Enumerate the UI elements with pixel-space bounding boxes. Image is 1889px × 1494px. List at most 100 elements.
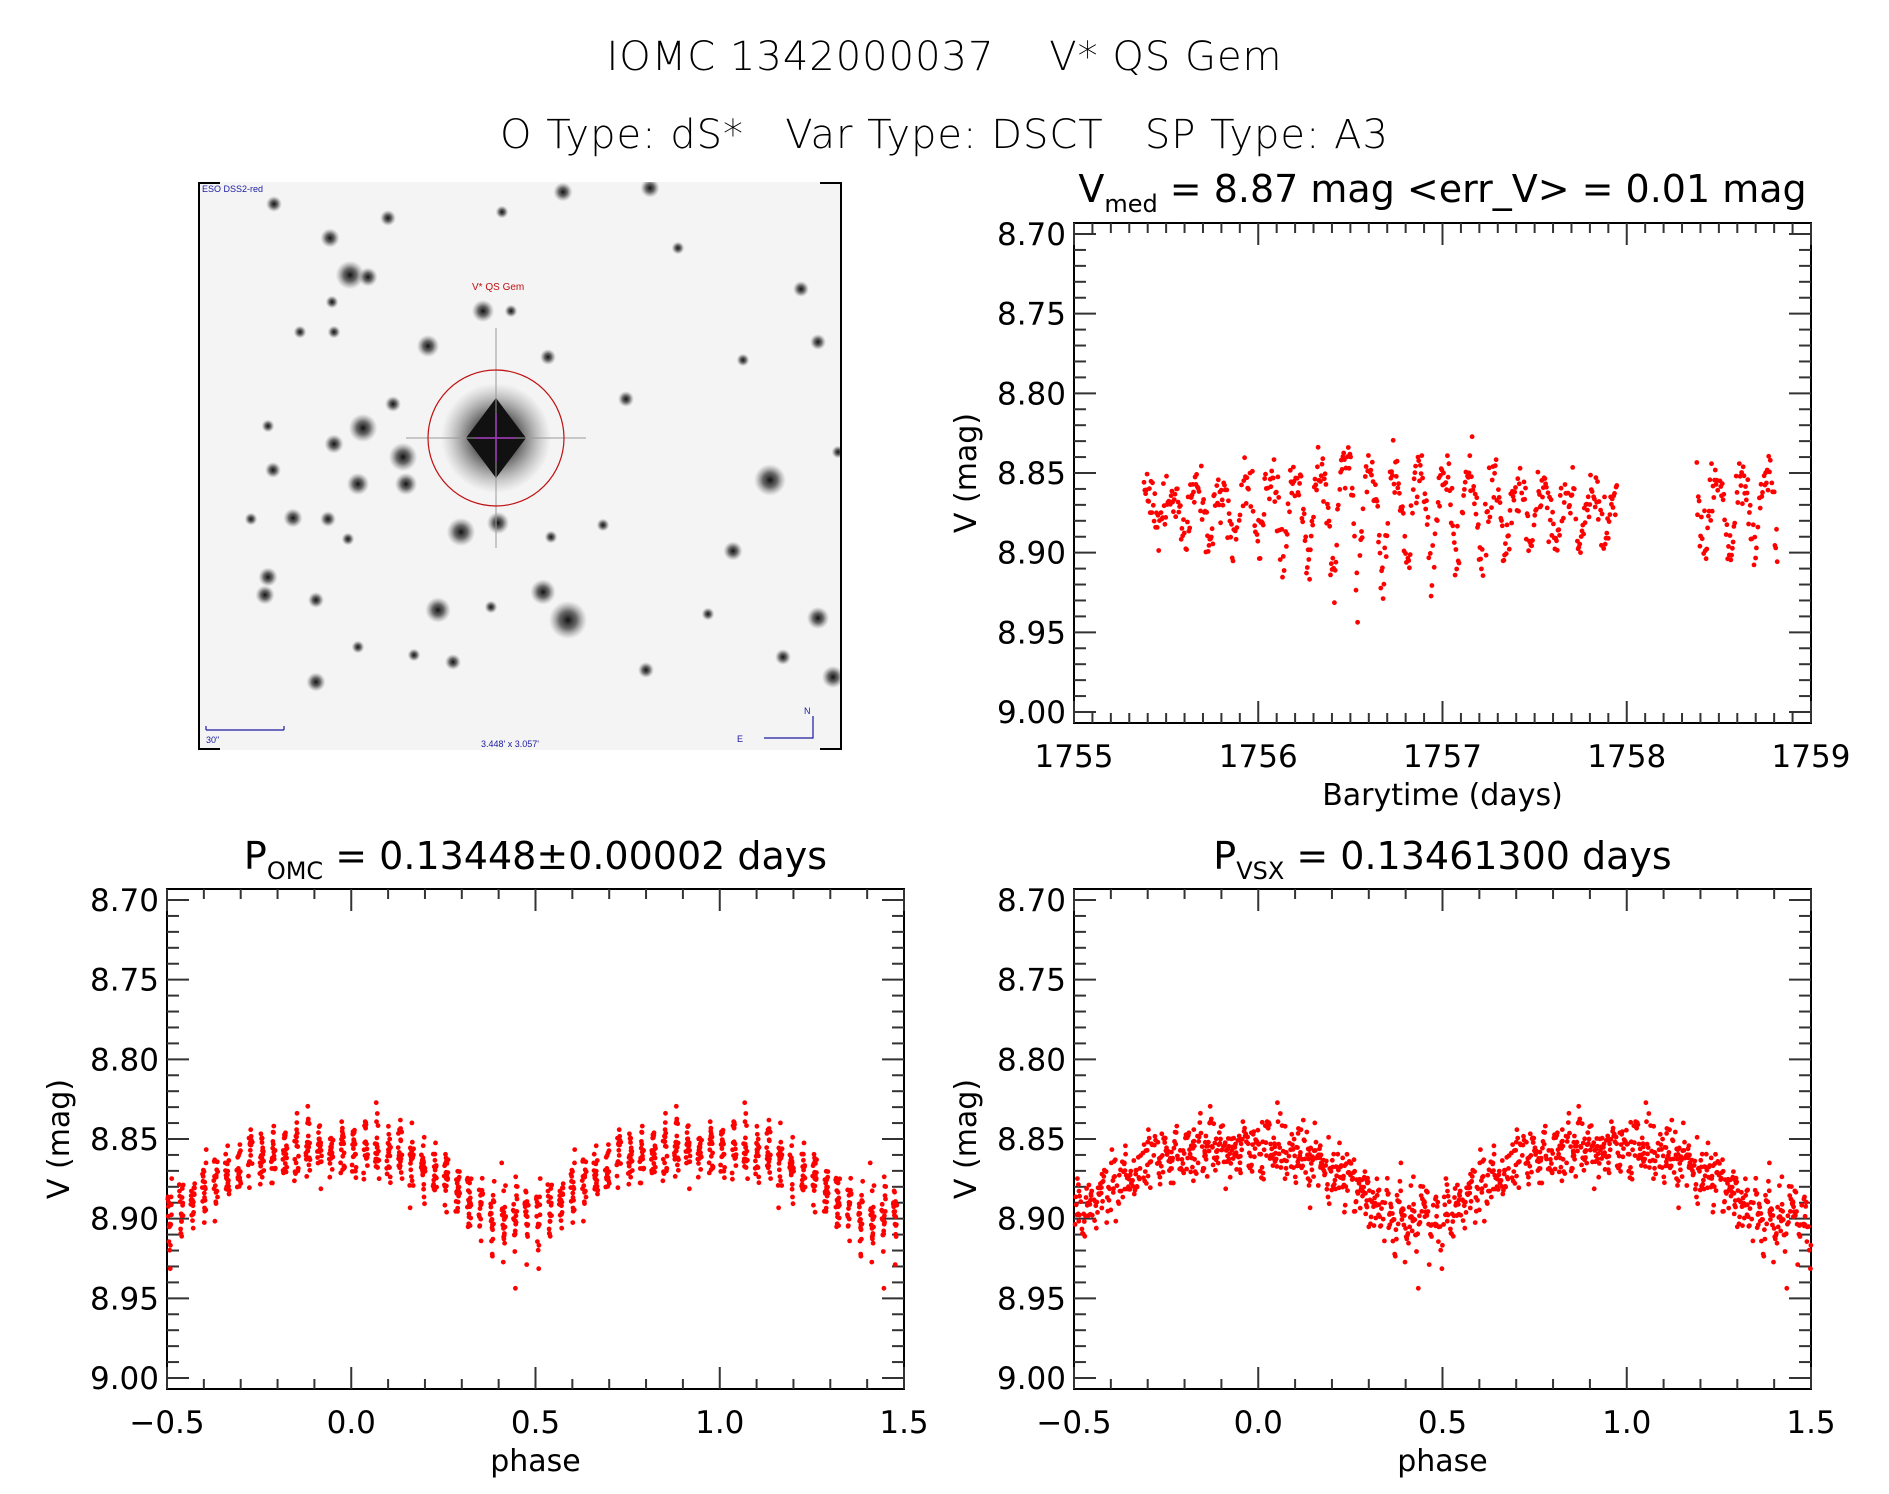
data-point — [1308, 533, 1314, 539]
data-point — [328, 1146, 334, 1152]
data-point — [1526, 548, 1531, 554]
data-point — [1329, 1187, 1335, 1193]
data-point — [1735, 1188, 1741, 1193]
data-point — [639, 1149, 645, 1155]
data-point — [1415, 1285, 1421, 1291]
data-point — [1380, 1199, 1385, 1205]
data-point — [1446, 1199, 1452, 1205]
data-point — [1100, 1179, 1105, 1185]
data-point — [1583, 1155, 1588, 1160]
data-point — [1713, 1151, 1718, 1157]
data-point — [1569, 492, 1575, 498]
data-point — [1448, 1226, 1453, 1232]
data-point — [199, 1185, 205, 1190]
data-point — [1315, 464, 1320, 470]
data-point — [167, 1266, 173, 1272]
data-point — [1663, 1145, 1669, 1150]
data-point — [1600, 1151, 1606, 1157]
data-point — [1248, 504, 1254, 509]
data-point — [1221, 1144, 1226, 1149]
data-point — [1319, 461, 1325, 467]
data-point — [397, 1163, 403, 1169]
data-point — [847, 1238, 852, 1244]
data-point — [1616, 1153, 1622, 1159]
data-point — [1376, 1212, 1381, 1218]
data-point — [1632, 1153, 1638, 1158]
data-point — [1433, 1196, 1438, 1202]
data-point — [1803, 1204, 1809, 1209]
data-point — [466, 1211, 472, 1217]
data-point — [488, 1201, 494, 1207]
data-point — [1077, 1193, 1082, 1199]
sky-star — [335, 260, 365, 290]
data-point — [1443, 480, 1449, 485]
sky-star — [495, 205, 509, 219]
data-point — [1304, 565, 1310, 570]
data-point — [1647, 1158, 1653, 1164]
title-subscript: med — [1104, 190, 1158, 218]
data-point — [1339, 467, 1345, 472]
data-point — [1365, 1180, 1370, 1186]
data-point — [1568, 1144, 1574, 1149]
data-point — [1510, 494, 1516, 499]
data-point — [1507, 508, 1513, 513]
sky-star — [346, 472, 370, 496]
data-point — [432, 1187, 438, 1193]
data-point — [1734, 490, 1740, 495]
data-point — [1448, 1230, 1454, 1236]
data-point — [1439, 1266, 1445, 1272]
data-point — [845, 1223, 851, 1229]
data-point — [1487, 514, 1493, 520]
data-point — [1727, 533, 1733, 538]
sky-star — [810, 334, 826, 350]
data-point — [373, 1150, 378, 1156]
data-point — [708, 1128, 714, 1134]
data-point — [1463, 1210, 1469, 1215]
data-point — [1110, 1190, 1116, 1195]
data-point — [1629, 1170, 1634, 1176]
data-point — [202, 1179, 208, 1185]
data-point — [1398, 1160, 1404, 1166]
data-point — [1651, 1123, 1657, 1129]
data-point — [1235, 1138, 1241, 1143]
data-point — [223, 1151, 229, 1157]
data-point — [1386, 1225, 1392, 1231]
data-point — [1512, 489, 1518, 495]
data-point — [536, 1266, 542, 1272]
data-point — [1590, 1159, 1595, 1165]
data-point — [1115, 1199, 1121, 1205]
data-point — [835, 1180, 841, 1186]
data-point — [1257, 556, 1263, 561]
data-point — [1292, 493, 1298, 499]
data-point — [1275, 474, 1281, 480]
data-point — [1304, 1129, 1310, 1135]
data-point — [652, 1143, 658, 1149]
data-point — [1180, 1168, 1185, 1173]
data-point — [246, 1173, 251, 1179]
data-point — [1766, 1178, 1771, 1184]
data-point — [1698, 1157, 1704, 1163]
data-point — [247, 1147, 253, 1153]
data-point — [1156, 1156, 1162, 1161]
data-point — [1731, 1169, 1736, 1174]
data-point — [1255, 538, 1261, 544]
data-point — [1571, 486, 1577, 492]
data-point — [1175, 499, 1181, 505]
data-point — [1393, 474, 1399, 479]
data-point — [858, 1251, 864, 1257]
data-point — [1570, 465, 1576, 470]
data-point — [1636, 1156, 1641, 1161]
data-point — [1277, 1111, 1283, 1116]
data-point — [1571, 1139, 1577, 1145]
data-point — [1335, 506, 1340, 512]
data-point — [1774, 526, 1779, 532]
data-point — [1168, 1180, 1174, 1186]
x-tick-label: 0.0 — [1234, 1405, 1283, 1441]
data-point — [1219, 497, 1225, 503]
data-point — [1537, 1180, 1542, 1186]
data-point — [489, 1225, 495, 1231]
data-point — [1306, 1183, 1312, 1188]
data-point — [1287, 509, 1292, 515]
data-point — [1349, 485, 1355, 491]
data-point — [674, 1139, 679, 1145]
